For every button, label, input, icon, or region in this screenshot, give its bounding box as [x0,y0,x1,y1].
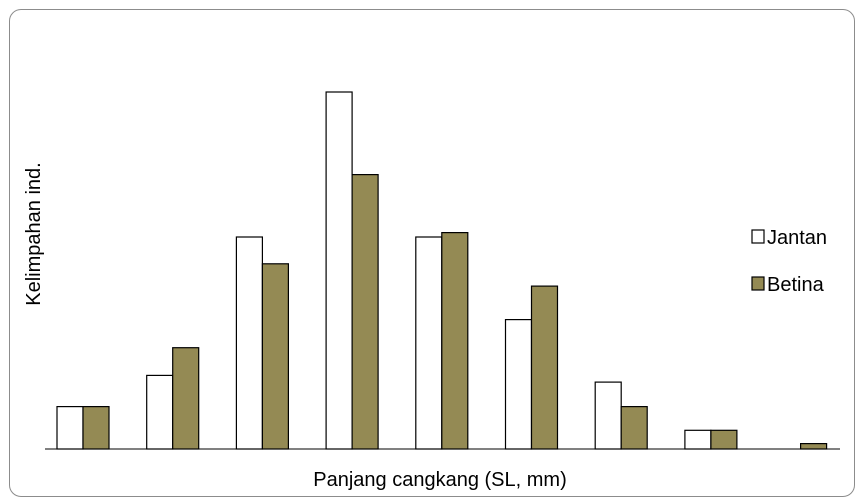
bar-betina-4 [351,174,379,450]
x-axis-label: Panjang cangkang (SL, mm) [313,469,566,491]
legend-label-jantan: Jantan [767,227,827,249]
bar-jantan-7 [594,381,622,450]
bar-jantan-5 [415,236,443,450]
bar-jantan-3 [235,236,263,450]
legend-swatch-betina [751,276,765,291]
bar-betina-6 [530,285,559,450]
bar-jantan-6 [504,319,533,450]
bar-jantan-2 [146,374,174,450]
bar-betina-2 [172,347,200,450]
bar-betina-8 [710,429,738,450]
bar-jantan-8 [684,429,712,450]
bars-group [56,91,828,450]
bar-betina-1 [82,406,110,450]
legend: Jantan Betina [751,227,827,296]
legend-swatch-jantan [751,229,765,244]
bar-betina-5 [441,232,469,450]
y-axis-label: Kelimpahan ind. [23,162,45,305]
bar-betina-9 [799,443,828,450]
bar-betina-7 [620,406,648,450]
bar-betina-3 [261,263,289,450]
bar-jantan-4 [325,91,353,450]
bar-jantan-1 [56,406,84,450]
legend-label-betina: Betina [767,274,825,296]
legend-item-betina: Betina [751,274,825,296]
legend-item-jantan: Jantan [751,227,827,249]
